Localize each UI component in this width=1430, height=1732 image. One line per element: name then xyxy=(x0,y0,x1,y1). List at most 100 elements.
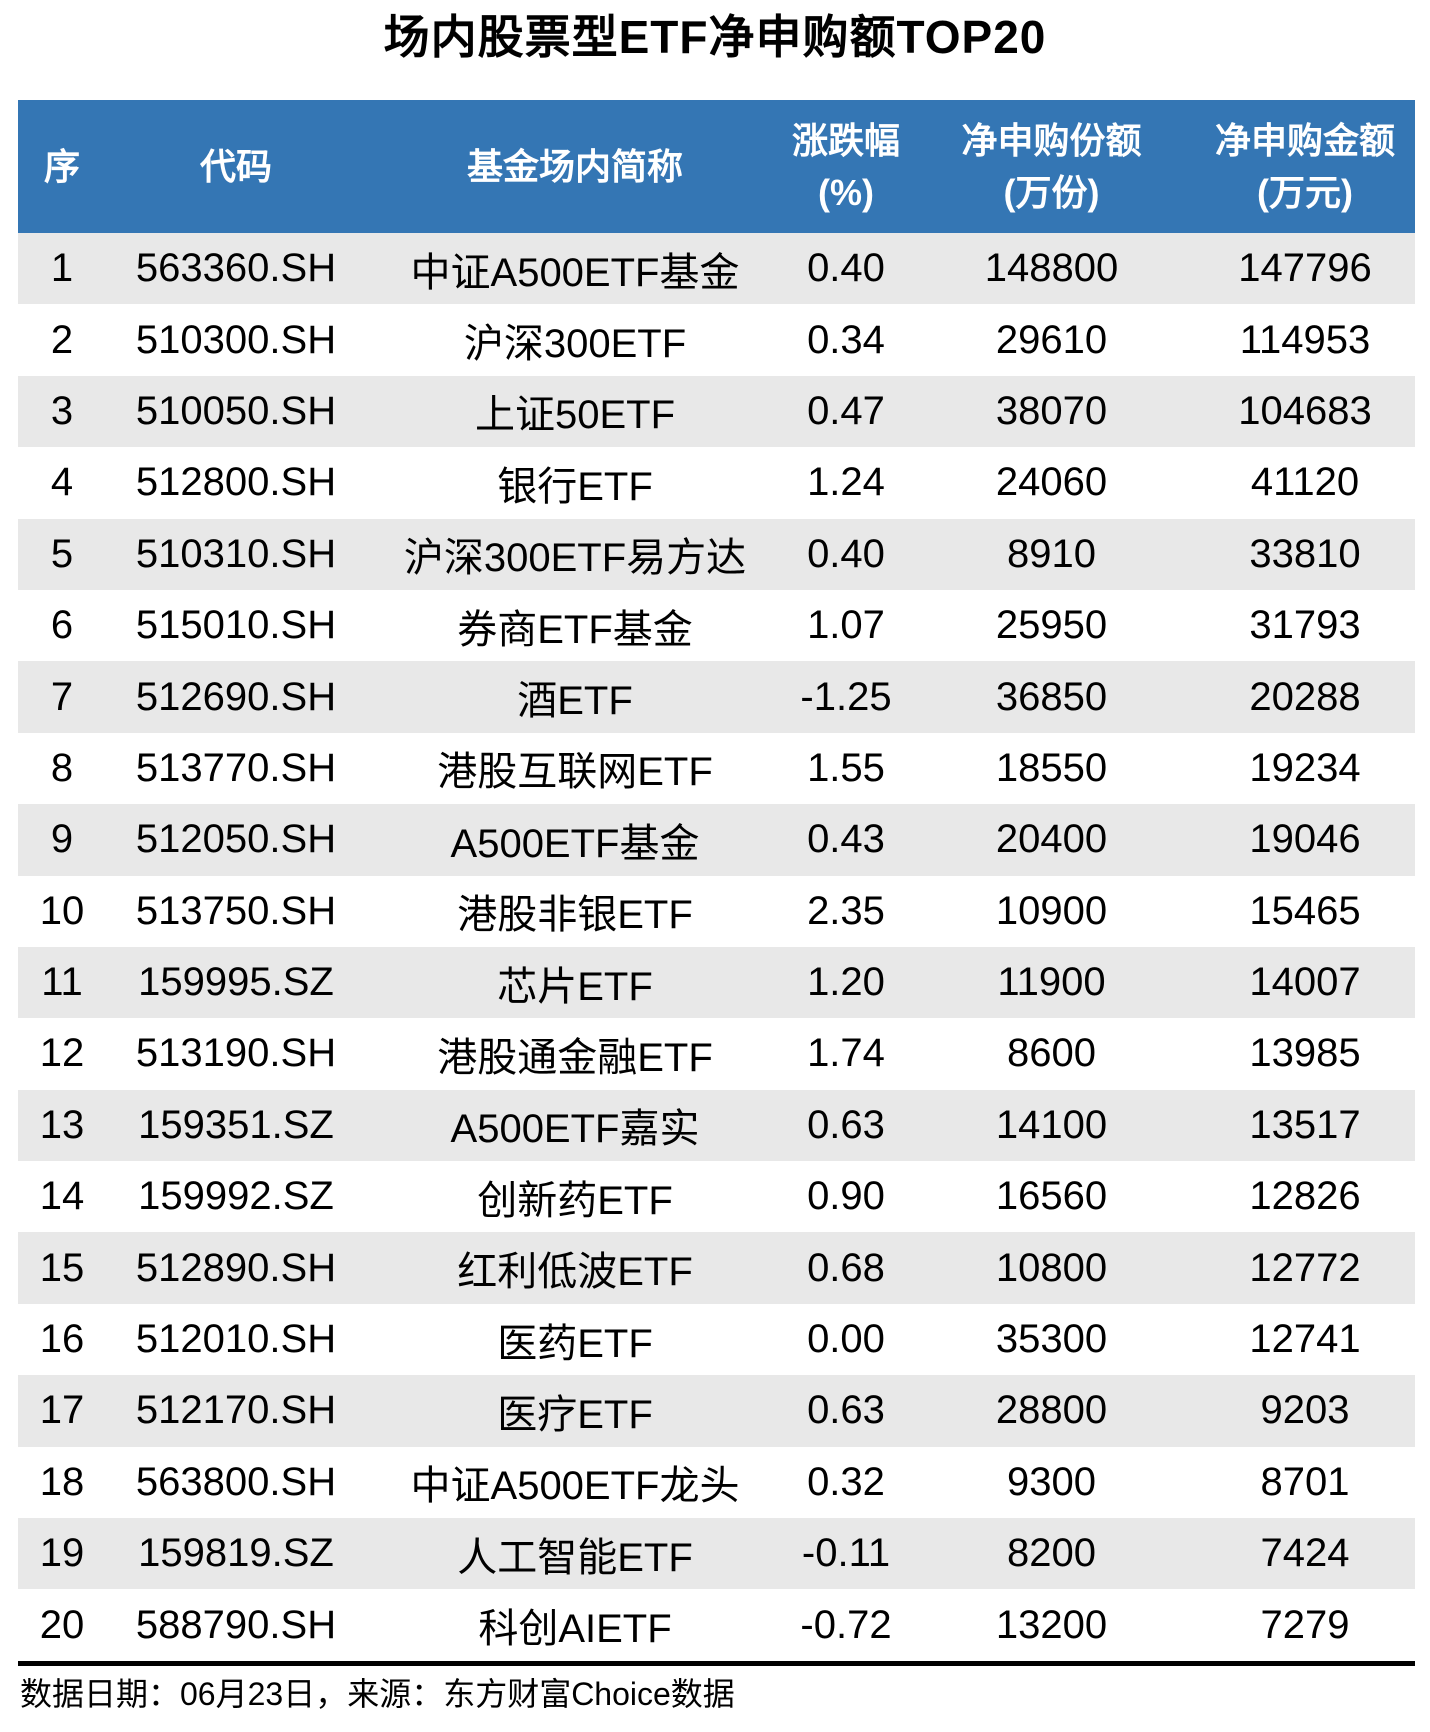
etf-table: 序代码 基金场内简称 涨跌幅 (%) 净申购份额 (万份) 净申购金额 (万元) 1 56336… xyxy=(18,100,1415,1661)
fund-name-cell: 酒ETF xyxy=(366,661,784,733)
table-row: 13 159351.SZ A500ETF嘉实 0.63 14100 13517 xyxy=(18,1089,1415,1162)
net-amount-cell: 31793 xyxy=(1195,589,1415,662)
table-row: 15 512890.SH 红利低波ETF 0.68 10800 12772 xyxy=(18,1232,1415,1304)
table-row: 8 513770.SH 港股互联网ETF 1.55 18550 19234 xyxy=(18,732,1415,805)
change-pct-cell: 1.20 xyxy=(784,946,908,1019)
rank-cell: 4 xyxy=(18,447,106,519)
net-shares-cell: 10800 xyxy=(908,1232,1195,1304)
table-row: 4 512800.SH 银行ETF 1.24 24060 41120 xyxy=(18,447,1415,519)
code-cell: 510050.SH xyxy=(106,375,366,448)
net-amount-cell: 7279 xyxy=(1195,1589,1415,1661)
column-header-change-pct: 涨跌幅 (%) xyxy=(784,100,908,233)
fund-name-cell: 医药ETF xyxy=(366,1303,784,1376)
rank-cell: 8 xyxy=(18,732,106,805)
fund-name-cell: 上证50ETF xyxy=(366,375,784,448)
fund-name-cell: 创新药ETF xyxy=(366,1161,784,1233)
table-row: 18 563800.SH 中证A500ETF龙头 0.32 9300 8701 xyxy=(18,1446,1415,1519)
fund-name-cell: 医疗ETF xyxy=(366,1375,784,1447)
net-amount-cell: 33810 xyxy=(1195,518,1415,590)
fund-name-cell: 沪深300ETF xyxy=(366,304,784,376)
fund-name-cell: 红利低波ETF xyxy=(366,1232,784,1304)
net-amount-cell: 114953 xyxy=(1195,304,1415,376)
net-shares-cell: 18550 xyxy=(908,732,1195,805)
fund-name-cell: 券商ETF基金 xyxy=(366,589,784,662)
code-cell: 513190.SH xyxy=(106,1018,366,1090)
code-cell: 159992.SZ xyxy=(106,1161,366,1233)
table-row: 3 510050.SH 上证50ETF 0.47 38070 104683 xyxy=(18,375,1415,448)
code-cell: 512800.SH xyxy=(106,447,366,519)
table-row: 16 512010.SH 医药ETF 0.00 35300 12741 xyxy=(18,1303,1415,1376)
rank-cell: 17 xyxy=(18,1375,106,1447)
net-shares-cell: 29610 xyxy=(908,304,1195,376)
net-amount-cell: 9203 xyxy=(1195,1375,1415,1447)
table-row: 10 513750.SH 港股非银ETF 2.35 10900 15465 xyxy=(18,875,1415,947)
change-pct-cell: -1.25 xyxy=(784,661,908,733)
net-shares-cell: 13200 xyxy=(908,1589,1195,1661)
net-amount-cell: 8701 xyxy=(1195,1446,1415,1519)
rank-cell: 3 xyxy=(18,375,106,448)
code-cell: 510300.SH xyxy=(106,304,366,376)
net-amount-cell: 147796 xyxy=(1195,233,1415,305)
column-header-rank: 序 xyxy=(18,100,106,233)
rank-cell: 19 xyxy=(18,1518,106,1590)
code-cell: 159819.SZ xyxy=(106,1518,366,1590)
change-pct-cell: 1.07 xyxy=(784,589,908,662)
rank-cell: 5 xyxy=(18,518,106,590)
code-cell: 510310.SH xyxy=(106,518,366,590)
net-amount-cell: 41120 xyxy=(1195,447,1415,519)
fund-name-cell: A500ETF嘉实 xyxy=(366,1089,784,1162)
code-cell: 588790.SH xyxy=(106,1589,366,1661)
net-shares-cell: 28800 xyxy=(908,1375,1195,1447)
table-row: 14 159992.SZ 创新药ETF 0.90 16560 12826 xyxy=(18,1161,1415,1233)
fund-name-cell: 科创AIETF xyxy=(366,1589,784,1661)
change-pct-cell: 0.90 xyxy=(784,1161,908,1233)
page-root: { "title": "场内股票型ETF净申购额TOP20", "colors"… xyxy=(0,12,1430,1732)
change-pct-cell: -0.11 xyxy=(784,1518,908,1590)
net-shares-cell: 25950 xyxy=(908,589,1195,662)
code-cell: 513770.SH xyxy=(106,732,366,805)
net-shares-cell: 35300 xyxy=(908,1303,1195,1376)
net-shares-cell: 16560 xyxy=(908,1161,1195,1233)
net-shares-cell: 10900 xyxy=(908,875,1195,947)
net-amount-cell: 14007 xyxy=(1195,946,1415,1019)
table-row: 7 512690.SH 酒ETF -1.25 36850 20288 xyxy=(18,661,1415,733)
table-row: 12 513190.SH 港股通金融ETF 1.74 8600 13985 xyxy=(18,1018,1415,1090)
rank-cell: 14 xyxy=(18,1161,106,1233)
column-header-net-subscription-shares: 净申购份额 (万份) xyxy=(908,100,1195,233)
rank-cell: 13 xyxy=(18,1089,106,1162)
code-cell: 159995.SZ xyxy=(106,946,366,1019)
table-row: 17 512170.SH 医疗ETF 0.63 28800 9203 xyxy=(18,1375,1415,1447)
fund-name-cell: 银行ETF xyxy=(366,447,784,519)
rank-cell: 20 xyxy=(18,1589,106,1661)
fund-name-cell: 人工智能ETF xyxy=(366,1518,784,1590)
change-pct-cell: 0.40 xyxy=(784,518,908,590)
chart-title: 场内股票型ETF净申购额TOP20 xyxy=(383,11,1047,63)
table-row: 2 510300.SH 沪深300ETF 0.34 29610 114953 xyxy=(18,304,1415,376)
net-shares-cell: 148800 xyxy=(908,233,1195,305)
table-row: 1 563360.SH 中证A500ETF基金 0.40 148800 147796 xyxy=(18,233,1415,305)
table-row: 6 515010.SH 券商ETF基金 1.07 25950 31793 xyxy=(18,589,1415,662)
code-cell: 563800.SH xyxy=(106,1446,366,1519)
net-shares-cell: 9300 xyxy=(908,1446,1195,1519)
data-source-note: 数据日期：06月23日，来源：东方财富Choice数据 xyxy=(20,1675,735,1712)
net-shares-cell: 8200 xyxy=(908,1518,1195,1590)
table-body: 1 563360.SH 中证A500ETF基金 0.40 148800 147796 2 51… xyxy=(18,233,1415,1661)
column-header-net-subscription-amount: 净申购金额 (万元) xyxy=(1195,100,1415,233)
net-shares-cell: 8910 xyxy=(908,518,1195,590)
change-pct-cell: -0.72 xyxy=(784,1589,908,1661)
table-row: 19 159819.SZ 人工智能ETF -0.11 8200 7424 xyxy=(18,1518,1415,1590)
change-pct-cell: 1.24 xyxy=(784,447,908,519)
net-amount-cell: 15465 xyxy=(1195,875,1415,947)
change-pct-cell: 0.34 xyxy=(784,304,908,376)
change-pct-cell: 0.00 xyxy=(784,1303,908,1376)
net-shares-cell: 11900 xyxy=(908,946,1195,1019)
rank-cell: 1 xyxy=(18,233,106,305)
fund-name-cell: 港股通金融ETF xyxy=(366,1018,784,1090)
net-amount-cell: 13517 xyxy=(1195,1089,1415,1162)
net-amount-cell: 20288 xyxy=(1195,661,1415,733)
rank-cell: 16 xyxy=(18,1303,106,1376)
change-pct-cell: 1.74 xyxy=(784,1018,908,1090)
column-header-fund-name: 基金场内简称 xyxy=(366,100,784,233)
table-row: 5 510310.SH 沪深300ETF易方达 0.40 8910 33810 xyxy=(18,518,1415,590)
table-header-row: 序代码 基金场内简称 涨跌幅 (%) 净申购份额 (万份) 净申购金额 (万元) xyxy=(18,100,1415,233)
